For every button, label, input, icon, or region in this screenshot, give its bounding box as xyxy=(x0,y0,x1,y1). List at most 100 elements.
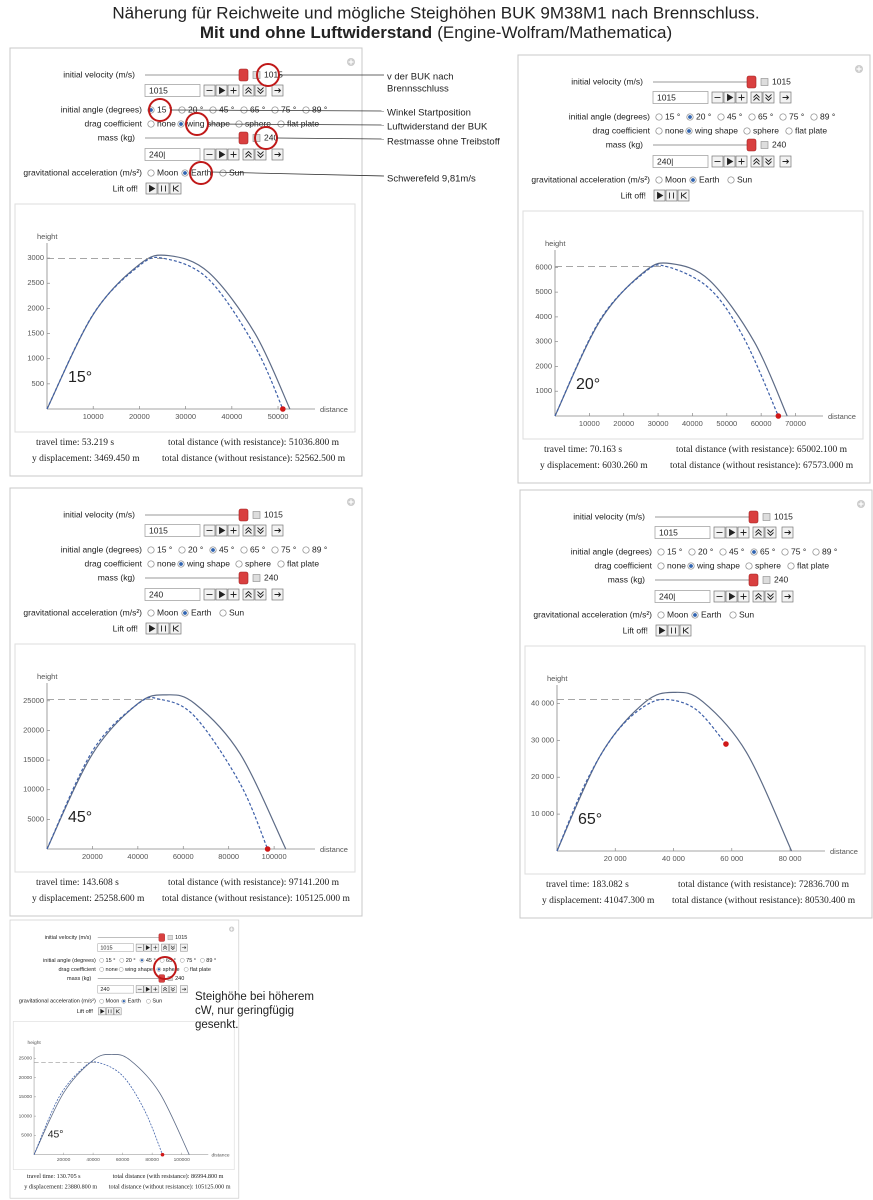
button[interactable] xyxy=(752,590,765,603)
radio-option[interactable]: 15 ° xyxy=(657,546,682,556)
button[interactable] xyxy=(242,84,255,97)
radio-option[interactable]: 89 ° xyxy=(302,544,327,554)
button[interactable] xyxy=(143,985,152,994)
button[interactable] xyxy=(762,155,775,168)
button[interactable] xyxy=(169,985,177,994)
radio-option[interactable]: 45 ° xyxy=(139,958,156,964)
button[interactable] xyxy=(711,155,724,168)
button[interactable] xyxy=(227,84,240,97)
radio-option[interactable]: Sun xyxy=(727,174,753,184)
button[interactable] xyxy=(203,524,216,537)
radio-option[interactable]: Moon xyxy=(99,999,120,1005)
radio-option[interactable]: Sun xyxy=(146,999,162,1005)
radio-option[interactable]: 75 ° xyxy=(271,104,296,114)
button[interactable] xyxy=(203,148,216,161)
button[interactable] xyxy=(135,943,144,952)
button[interactable] xyxy=(781,526,794,539)
radio-option[interactable]: Moon xyxy=(657,609,689,619)
radio-option[interactable]: sphere xyxy=(235,558,271,568)
button[interactable] xyxy=(271,524,284,537)
button[interactable] xyxy=(271,148,284,161)
radio-option[interactable]: flat plate xyxy=(785,125,828,135)
input-field[interactable] xyxy=(654,526,711,539)
button[interactable] xyxy=(169,943,177,952)
slider-toggle[interactable] xyxy=(762,513,771,521)
button[interactable] xyxy=(143,943,152,952)
button[interactable] xyxy=(254,588,267,601)
radio-option[interactable]: none xyxy=(655,125,684,135)
button[interactable] xyxy=(665,189,678,202)
slider-toggle[interactable] xyxy=(760,78,769,86)
button[interactable] xyxy=(157,182,170,195)
radio-option[interactable]: 15 ° xyxy=(655,111,680,121)
input-field[interactable] xyxy=(97,943,134,952)
button[interactable] xyxy=(242,524,255,537)
button[interactable] xyxy=(764,590,777,603)
button[interactable] xyxy=(725,526,738,539)
button[interactable] xyxy=(735,91,748,104)
slider-thumb[interactable] xyxy=(746,138,757,152)
radio-option[interactable]: 89 ° xyxy=(200,958,216,964)
radio-option[interactable]: 15 ° xyxy=(99,958,116,964)
button[interactable] xyxy=(169,622,182,635)
radio-option[interactable]: none xyxy=(147,118,176,128)
button[interactable] xyxy=(145,182,158,195)
button[interactable] xyxy=(242,148,255,161)
button[interactable] xyxy=(655,624,668,637)
radio-option[interactable]: sphere xyxy=(743,125,779,135)
radio-option[interactable]: flat plate xyxy=(277,558,320,568)
radio-option[interactable]: wing shape xyxy=(687,560,740,570)
button[interactable] xyxy=(215,588,228,601)
radio-option[interactable]: 20 ° xyxy=(688,546,713,556)
button[interactable] xyxy=(750,91,763,104)
button[interactable] xyxy=(711,91,724,104)
slider-toggle[interactable] xyxy=(252,574,261,582)
radio-option[interactable]: 45 ° xyxy=(717,111,742,121)
button[interactable] xyxy=(679,624,692,637)
slider-thumb[interactable] xyxy=(746,75,757,89)
button[interactable] xyxy=(113,1007,122,1016)
button[interactable] xyxy=(161,943,169,952)
button[interactable] xyxy=(271,84,284,97)
button[interactable] xyxy=(203,84,216,97)
radio-option[interactable]: wing shape xyxy=(118,967,153,973)
button[interactable] xyxy=(735,155,748,168)
radio-option[interactable]: wing shape xyxy=(685,125,738,135)
button[interactable] xyxy=(725,590,738,603)
button[interactable] xyxy=(215,524,228,537)
button[interactable] xyxy=(151,943,160,952)
radio-option[interactable]: Earth xyxy=(689,174,720,184)
button[interactable] xyxy=(677,189,690,202)
button[interactable] xyxy=(254,148,267,161)
button[interactable] xyxy=(161,985,169,994)
button[interactable] xyxy=(737,590,750,603)
radio-option[interactable]: wing shape xyxy=(177,558,230,568)
slider-thumb[interactable] xyxy=(158,933,165,942)
button[interactable] xyxy=(762,91,775,104)
radio-option[interactable]: Sun xyxy=(729,609,755,619)
slider-thumb[interactable] xyxy=(748,573,759,587)
radio-option[interactable]: 65 ° xyxy=(240,544,265,554)
radio-option[interactable]: 20 ° xyxy=(686,111,711,121)
slider-thumb[interactable] xyxy=(238,68,249,82)
slider-toggle[interactable] xyxy=(762,576,771,584)
slider-thumb[interactable] xyxy=(238,508,249,522)
button[interactable] xyxy=(145,622,158,635)
button[interactable] xyxy=(135,985,144,994)
radio-option[interactable]: Moon xyxy=(147,607,179,617)
radio-option[interactable]: Earth xyxy=(181,167,212,177)
radio-option[interactable]: 89 ° xyxy=(812,546,837,556)
radio-option[interactable]: flat plate xyxy=(183,967,211,973)
radio-option[interactable]: none xyxy=(99,967,118,973)
button[interactable] xyxy=(227,588,240,601)
button[interactable] xyxy=(254,84,267,97)
button[interactable] xyxy=(779,91,792,104)
radio-option[interactable]: sphere xyxy=(745,560,781,570)
input-field[interactable] xyxy=(144,588,201,601)
radio-option[interactable]: sphere xyxy=(156,967,180,973)
radio-option[interactable]: 75 ° xyxy=(179,958,196,964)
radio-option[interactable]: 65 ° xyxy=(748,111,773,121)
radio-option[interactable]: 75 ° xyxy=(271,544,296,554)
button[interactable] xyxy=(723,155,736,168)
radio-option[interactable]: Moon xyxy=(655,174,687,184)
